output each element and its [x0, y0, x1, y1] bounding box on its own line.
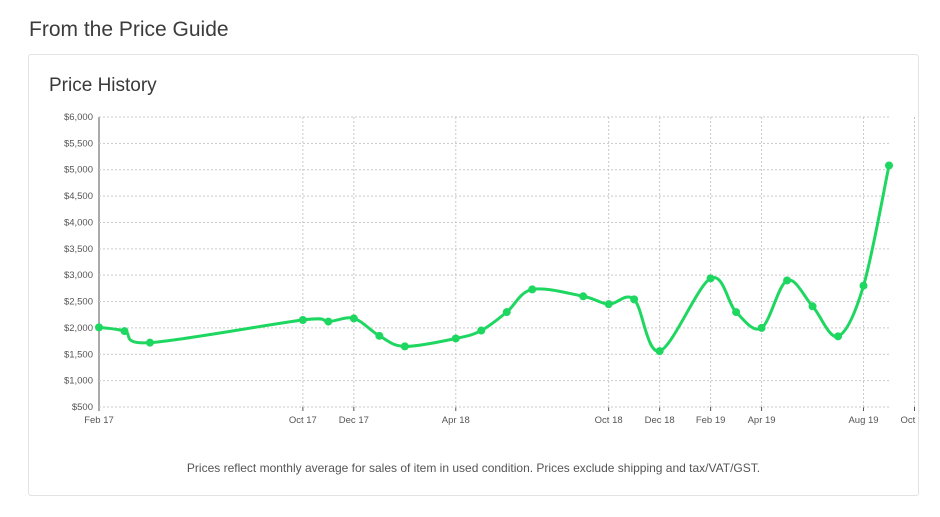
data-point[interactable] — [477, 326, 486, 335]
y-gridlines — [99, 116, 889, 408]
price-line — [98, 165, 891, 353]
x-tick-label: Aug 19 — [848, 415, 878, 426]
price-footnote: Prices reflect monthly average for sales… — [186, 461, 761, 475]
x-tick-label: Oct 18 — [595, 415, 623, 426]
y-tick-label: $2,000 — [64, 323, 93, 334]
data-point[interactable] — [630, 295, 639, 304]
data-point[interactable] — [732, 308, 741, 317]
x-tick-label: Dec 17 — [339, 415, 369, 426]
data-point[interactable] — [349, 314, 358, 323]
data-point[interactable] — [706, 274, 715, 283]
y-tick-labels: $500 $1,000 $1,500 $2,000 $2,500 $3,000 $3,500… — [64, 112, 93, 413]
data-point[interactable] — [145, 338, 154, 347]
data-point[interactable] — [604, 300, 613, 309]
data-point[interactable] — [528, 285, 537, 294]
data-point[interactable] — [808, 302, 817, 311]
x-tick-label: Dec 18 — [645, 415, 675, 426]
x-tick-label: Apr 19 — [748, 415, 776, 426]
x-tick-labels: Feb 17 Oct 17 Dec 17 Apr 18 Oct 18 Dec 18 Feb … — [84, 415, 918, 426]
x-tick-label: Feb 17 — [84, 415, 114, 426]
data-point[interactable] — [95, 323, 103, 332]
data-point[interactable] — [859, 281, 868, 290]
data-point[interactable] — [298, 316, 307, 324]
y-tick-label: $500 — [72, 402, 93, 413]
y-tick-label: $4,500 — [64, 191, 93, 202]
x-tick-label: Feb 19 — [696, 415, 726, 426]
y-tick-label: $5,500 — [64, 138, 93, 149]
data-point[interactable] — [375, 331, 384, 340]
price-history-chart: $500 $1,000 $1,500 $2,000 $2,500 $3,000 $3,500… — [64, 112, 918, 426]
x-gridlines — [98, 117, 915, 411]
page-heading: From the Price Guide — [29, 18, 229, 41]
price-history-card: Price History $500 $1,000 $1,500 $2,000 $2,5… — [28, 54, 919, 496]
data-point[interactable] — [834, 332, 843, 341]
data-point[interactable] — [757, 323, 766, 332]
y-tick-label: $2,500 — [64, 297, 93, 308]
data-point[interactable] — [783, 276, 792, 285]
x-tick-label: Oct 19 — [900, 415, 918, 426]
y-tick-label: $3,500 — [64, 244, 93, 255]
y-tick-label: $4,000 — [64, 217, 93, 228]
y-tick-label: $5,000 — [64, 165, 93, 176]
y-tick-label: $1,000 — [64, 376, 93, 387]
data-point[interactable] — [885, 161, 893, 170]
y-tick-label: $1,500 — [64, 349, 93, 360]
data-point[interactable] — [120, 327, 129, 336]
data-point[interactable] — [655, 347, 664, 356]
x-tick-label: Oct 17 — [289, 415, 317, 426]
data-point[interactable] — [400, 342, 409, 351]
data-point[interactable] — [502, 308, 511, 317]
data-point[interactable] — [324, 317, 333, 326]
data-point[interactable] — [579, 292, 588, 301]
data-point[interactable] — [451, 334, 460, 343]
y-tick-label: $6,000 — [64, 112, 93, 123]
x-tick-label: Apr 18 — [442, 415, 470, 426]
y-tick-label: $3,000 — [64, 270, 93, 281]
card-title: Price History — [49, 75, 157, 96]
series-group — [95, 161, 893, 356]
